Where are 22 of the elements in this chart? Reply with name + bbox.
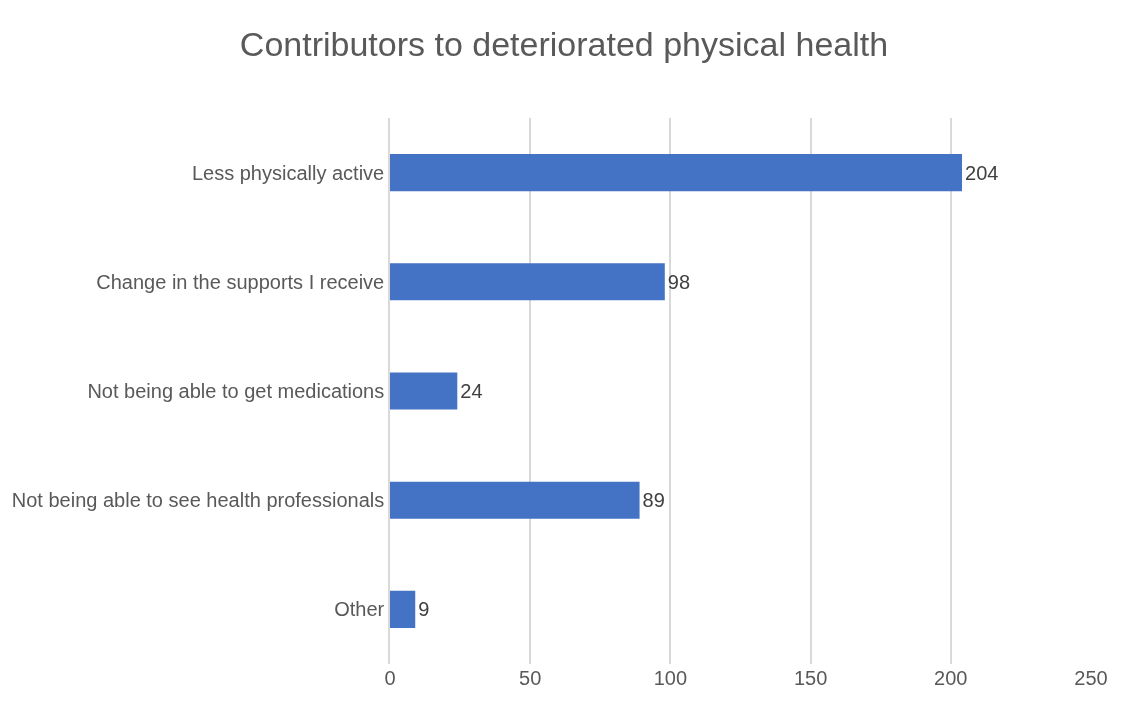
- bar: [390, 263, 665, 301]
- y-tick-label: Less physically active: [191, 161, 385, 184]
- bar: [390, 590, 416, 628]
- x-tick-label: 100: [653, 667, 688, 689]
- data-label: 98: [667, 270, 691, 293]
- y-tick-label: Change in the supports I receive: [96, 270, 385, 293]
- x-tick-label: 150: [793, 667, 828, 689]
- x-tick-label: 250: [1074, 667, 1108, 689]
- y-tick-label: Other: [334, 598, 385, 621]
- chart-title: Contributors to deteriorated physical health: [239, 24, 889, 63]
- bar: [390, 154, 963, 192]
- data-label: 89: [642, 489, 665, 512]
- bar: [390, 372, 458, 410]
- data-label: 9: [418, 598, 430, 621]
- x-tick-label: 0: [384, 667, 396, 689]
- data-label: 24: [460, 380, 483, 402]
- bar: [390, 481, 640, 519]
- x-tick-label: 200: [934, 667, 968, 689]
- x-tick-label: 50: [519, 667, 542, 689]
- y-tick-label: Not being able to see health professionals: [11, 489, 385, 512]
- data-label: 204: [965, 161, 999, 184]
- y-tick-label: Not being able to get medications: [87, 380, 385, 402]
